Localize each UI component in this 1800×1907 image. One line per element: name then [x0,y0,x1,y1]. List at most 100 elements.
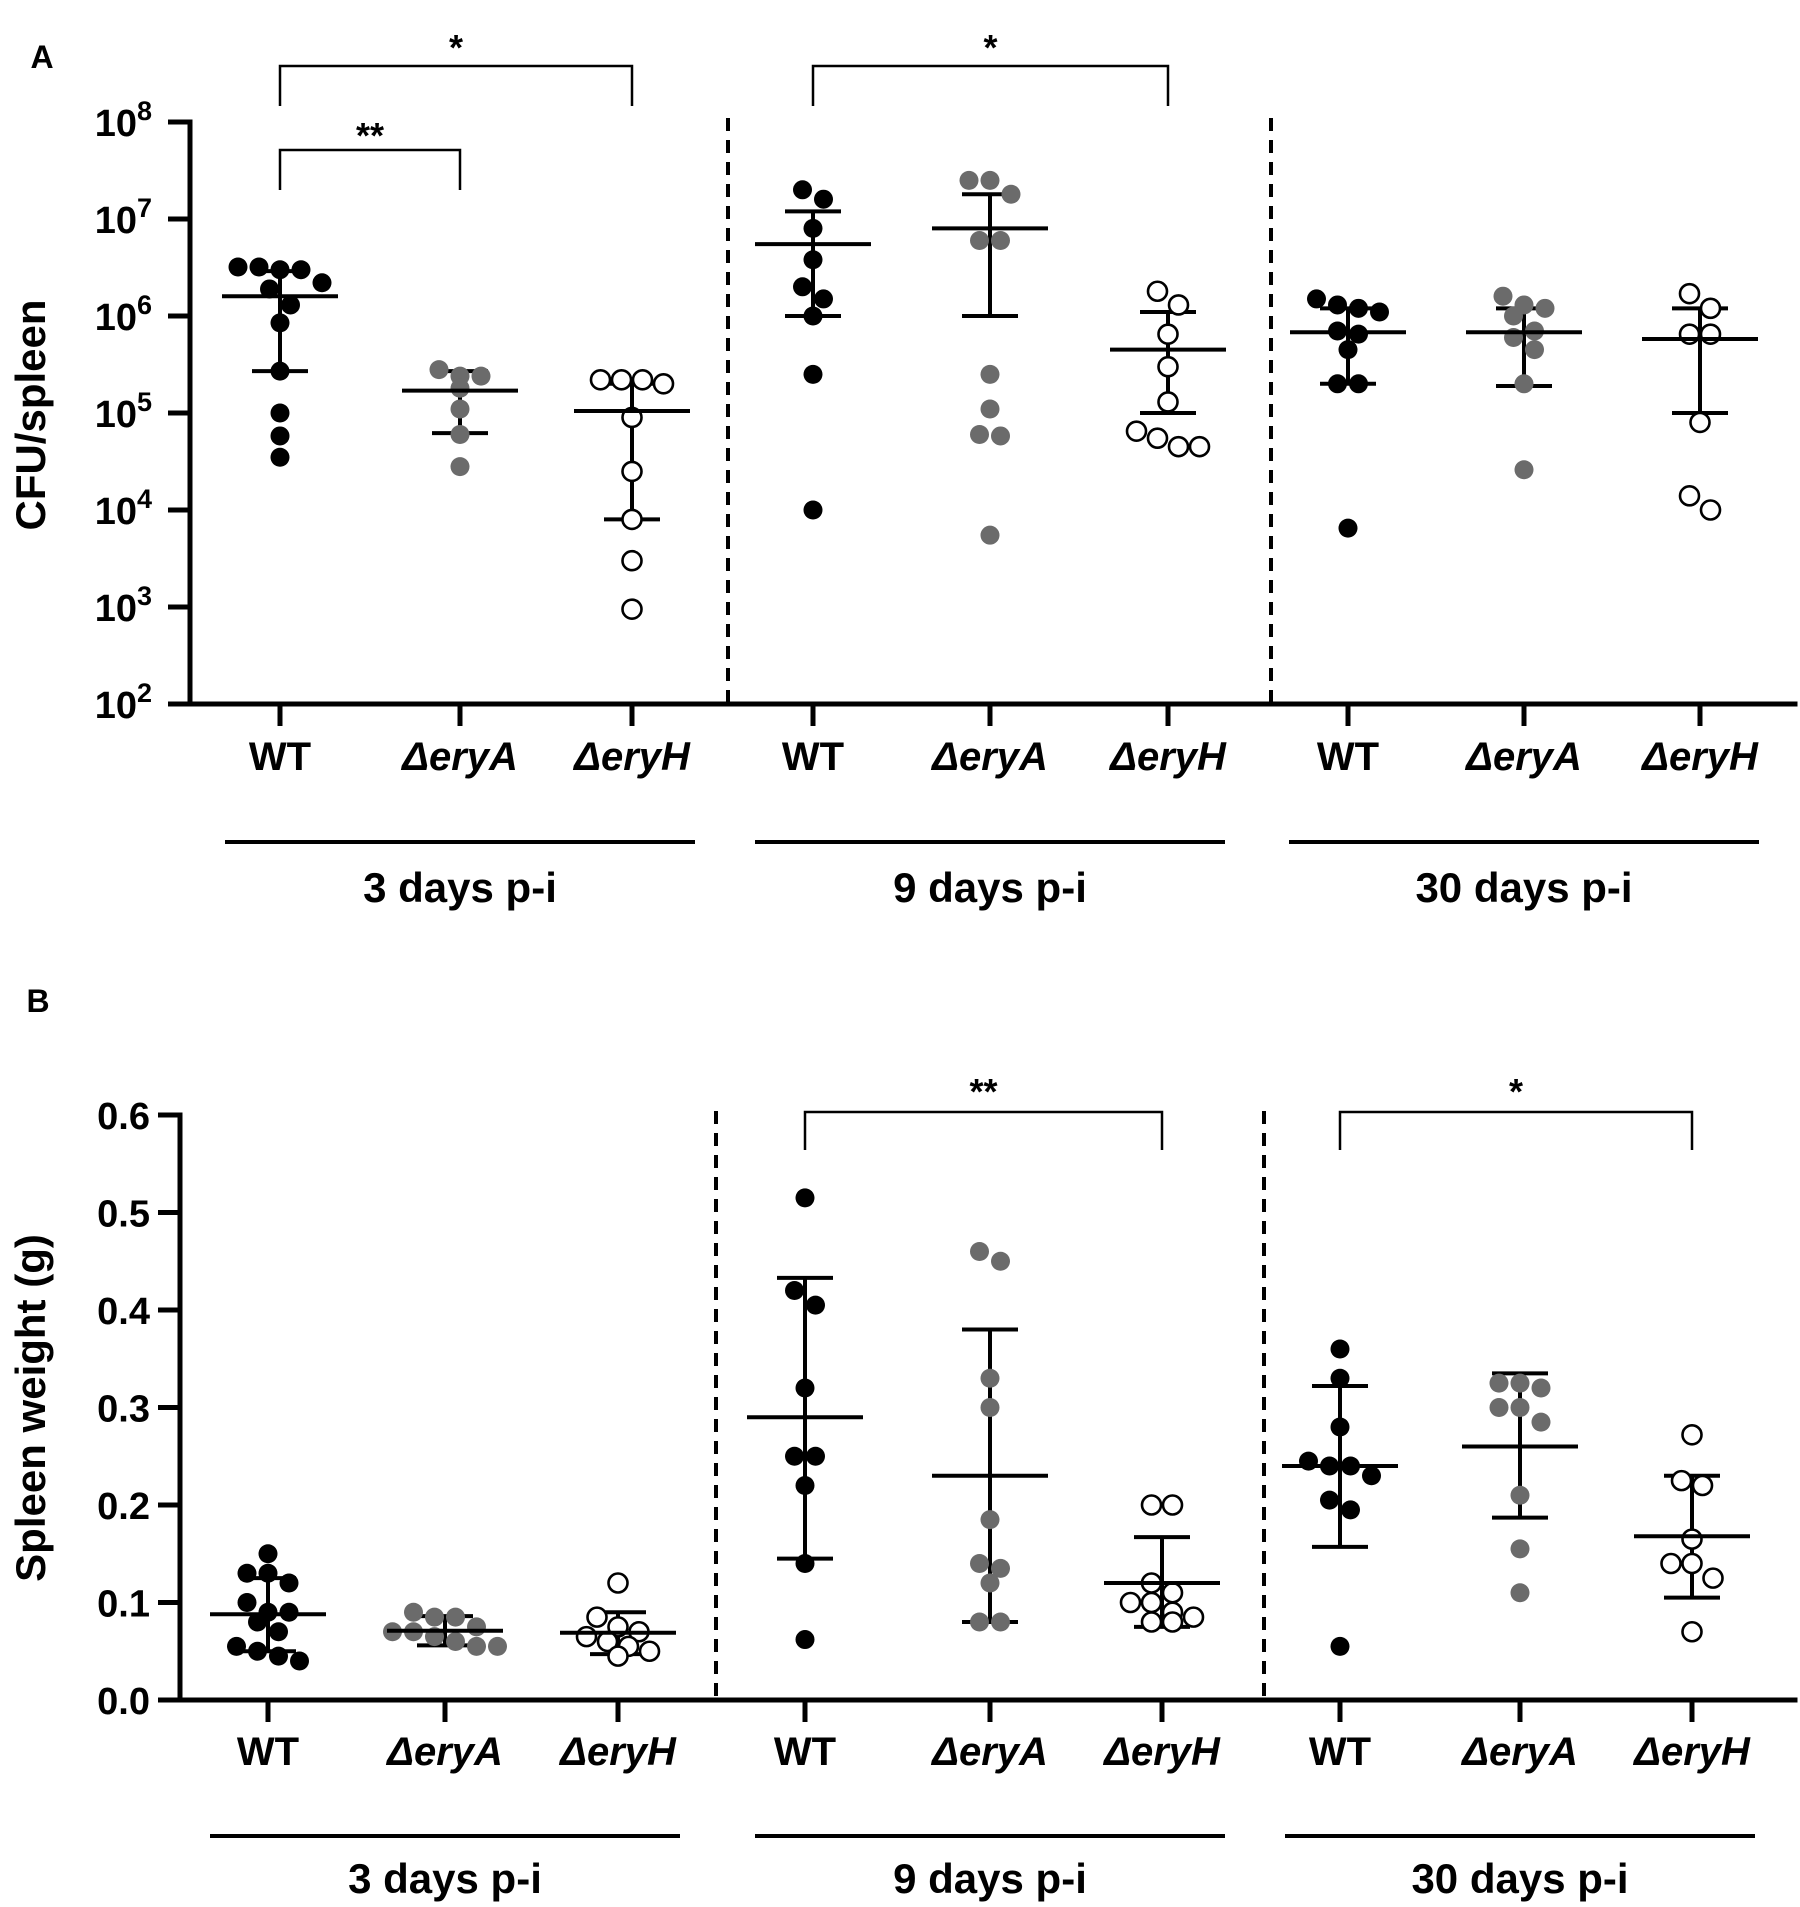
data-point [1531,1412,1551,1432]
data-point [803,500,823,520]
data-point [1678,282,1701,305]
x-tick-label: WT [774,1730,836,1774]
data-point [1510,1398,1530,1417]
data-point [1330,1636,1350,1656]
data-point [803,364,823,384]
data-point [237,1563,257,1583]
data-point [291,260,311,280]
data-point [980,399,1000,419]
data-point [467,1636,486,1656]
data-point [1182,1606,1205,1628]
data-point [471,366,491,386]
data-point [1535,298,1555,318]
group-label: 3 days p-i [348,1855,542,1902]
y-tick-label: 0.6 [97,1096,150,1138]
y-tick-exponent: 5 [137,387,152,417]
data-point [404,1602,423,1622]
y-tick-exponent: 3 [137,581,152,611]
data-point [1493,286,1513,306]
data-point [467,1617,486,1637]
y-tick-base: 10 [95,491,137,533]
data-point [621,508,643,531]
significance-label: ** [356,115,384,156]
significance-bracket [278,148,462,190]
x-tick-label: ΔeryA [930,735,1048,779]
data-point [1691,1474,1714,1497]
data-point [1699,499,1722,521]
data-point [450,425,470,445]
data-point [806,1295,825,1315]
y-tick-exponent: 4 [137,484,152,514]
data-point [1660,1552,1682,1575]
y-tick-base: 10 [95,103,137,145]
data-point [1489,1373,1509,1393]
data-point [1338,518,1358,538]
data-point [450,399,470,419]
data-point [795,1630,815,1650]
data-point [228,257,248,277]
data-point [793,180,812,200]
data-point [991,1612,1010,1632]
data-point [621,549,643,572]
data-point [980,525,1000,545]
data-point [1531,1378,1551,1398]
data-point [1681,1424,1703,1446]
y-axis-label: CFU/spleen [7,299,54,530]
data-point [450,457,470,477]
data-point [249,257,269,277]
data-point [795,1476,815,1495]
data-point [258,1544,278,1564]
data-point [425,1607,444,1627]
data-point [270,313,290,333]
data-point [1510,1583,1530,1603]
data-point [1681,1552,1703,1575]
y-tick-label: 0.5 [97,1194,150,1236]
data-point [1341,1500,1360,1520]
data-point [589,368,612,391]
y-tick-label: 0.0 [97,1681,150,1723]
significance-bracket [1338,1110,1694,1150]
data-point [970,425,989,445]
data-point [1146,427,1169,449]
data-point [991,426,1010,446]
data-point [607,1572,629,1594]
data-point [1525,340,1544,360]
data-point [446,1632,465,1651]
data-point [795,1188,815,1208]
x-tick-label: WT [249,735,311,779]
data-point [248,1641,267,1661]
data-point [1514,374,1534,394]
significance-label: * [983,27,997,68]
x-tick-label: ΔeryA [1460,1730,1578,1774]
data-point [1702,1567,1724,1589]
data-point [970,1554,989,1573]
data-point [1699,297,1722,320]
data-point [1330,1339,1350,1359]
panel-letter: A [30,39,53,75]
y-tick-label: 105 [95,387,152,436]
data-point [814,189,833,209]
data-point [607,1645,629,1667]
data-point [1504,306,1523,326]
significance-label: * [1509,1071,1523,1112]
y-tick-label: 0.1 [97,1584,150,1626]
data-point [803,306,823,326]
data-point [795,1554,815,1573]
significance-bracket [811,64,1170,106]
x-tick-label: ΔeryA [385,1730,503,1774]
x-tick-label: ΔeryH [558,1730,677,1774]
group-label: 9 days p-i [893,1855,1087,1902]
data-point [1362,1466,1381,1486]
data-point [290,1651,309,1671]
y-tick-exponent: 7 [137,193,152,223]
data-point [1146,280,1169,303]
data-point [269,1622,288,1642]
data-point [980,170,1000,190]
data-point [621,460,643,483]
data-point [1349,298,1368,318]
data-point [1681,1620,1703,1643]
group-label: 30 days p-i [1415,864,1632,911]
data-point [1140,1494,1163,1516]
data-point [586,1606,608,1628]
